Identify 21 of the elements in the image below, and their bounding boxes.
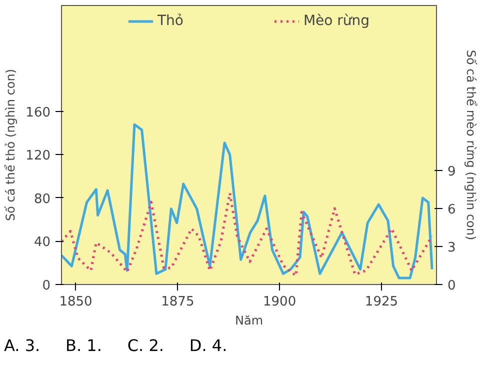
- y-axis-title: Số cá thể thỏ (nghìn con): [4, 68, 18, 221]
- y2-axis-title: Số cá thể mèo rừng (nghìn con): [464, 50, 478, 240]
- x-tick-label: 1875: [161, 294, 194, 310]
- y2-tick-label: 9: [448, 164, 456, 180]
- y-tick-label: 40: [34, 235, 51, 250]
- y-tick-label: 0: [42, 278, 51, 294]
- x-tick-label: 1925: [364, 294, 398, 310]
- line-series: [62, 123, 434, 280]
- text: A. 3. B. 1. C. 2. D. 4.: [4, 335, 228, 357]
- legend-label: Mèo rừng: [303, 13, 370, 29]
- y-tick-label: 80: [34, 192, 51, 207]
- y-tick-label: 160: [26, 105, 51, 120]
- line-series: [62, 192, 434, 277]
- y2-tick-label: 6: [448, 202, 456, 218]
- x-tick-label: 1850: [59, 294, 92, 310]
- y-tick-label: 120: [26, 148, 51, 164]
- x-tick-label: 1900: [263, 294, 296, 310]
- y2-tick-label: 0: [448, 278, 456, 294]
- x-axis-title: Năm: [234, 314, 264, 328]
- legend-label: Thỏ: [157, 13, 184, 29]
- y2-tick-label: 3: [448, 240, 456, 256]
